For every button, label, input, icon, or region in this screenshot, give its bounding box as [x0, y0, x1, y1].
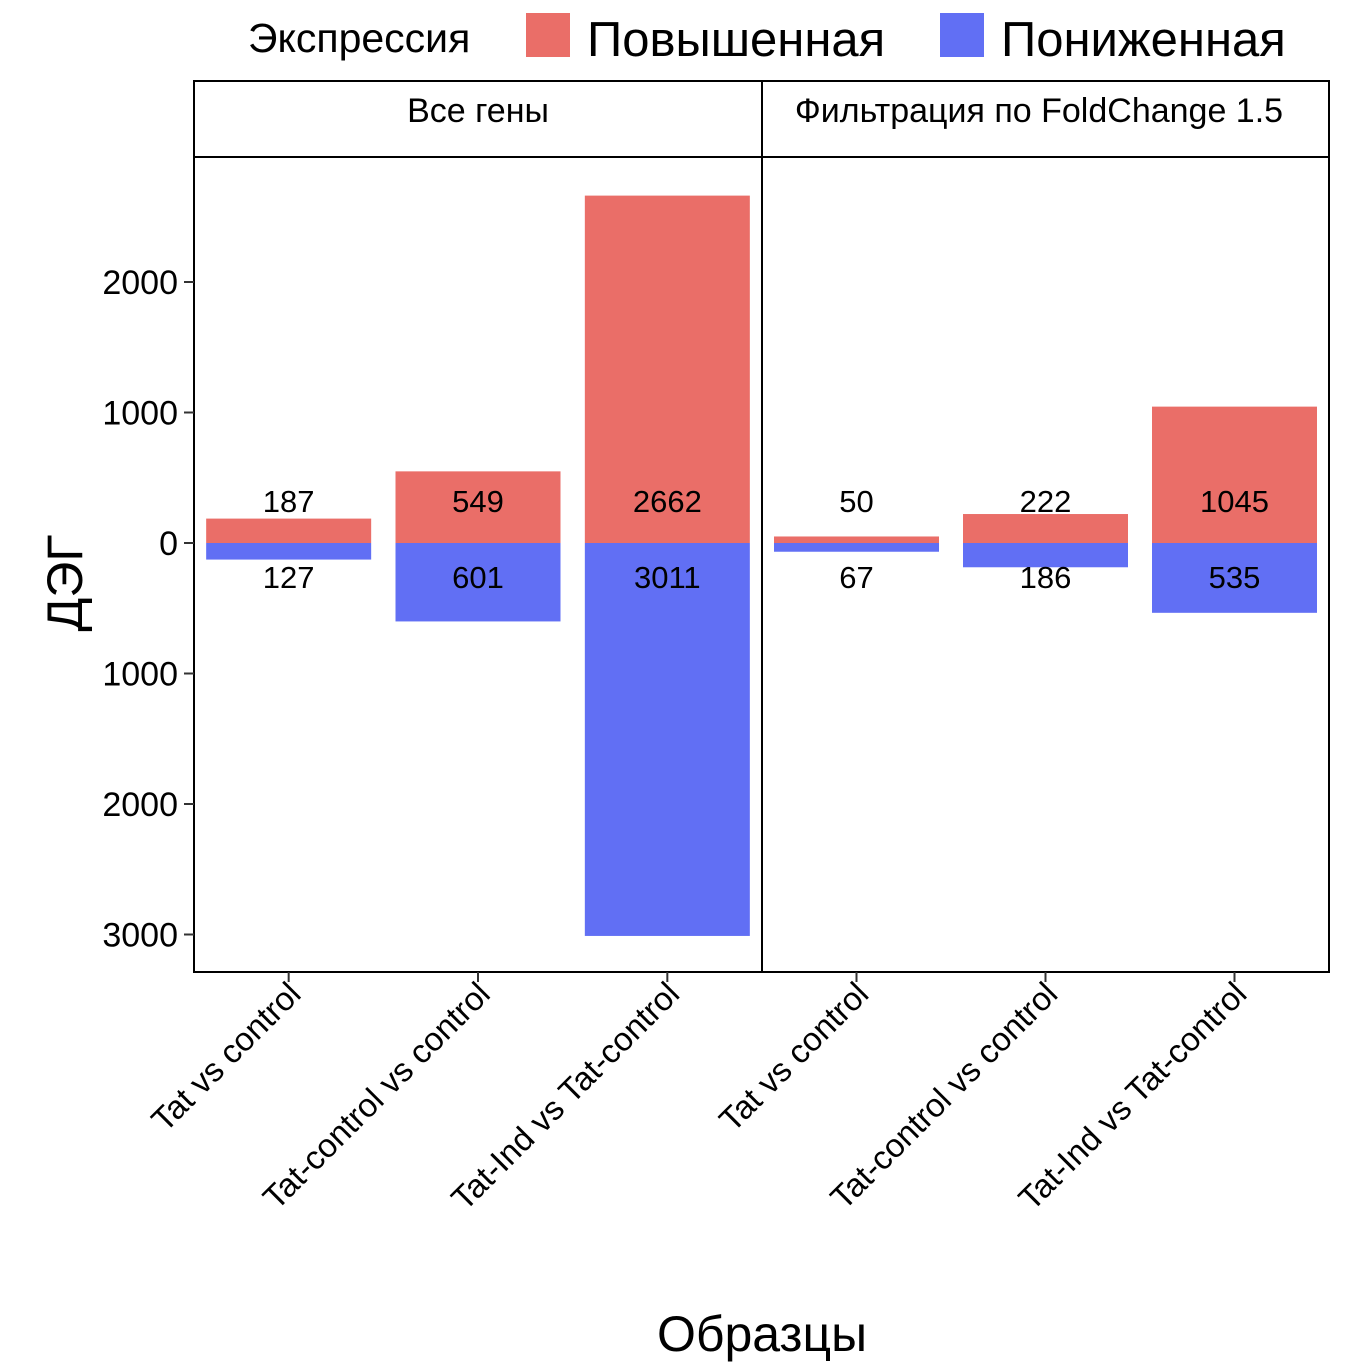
bar-down	[584, 543, 750, 936]
bar-down	[206, 543, 372, 560]
data-label-down: 535	[1209, 560, 1261, 595]
bars: 187 127 549 601 2662 3011 50 67 222 186 1045 535	[206, 195, 1317, 936]
data-label-up: 50	[839, 484, 873, 519]
legend-title: Экспрессия	[248, 15, 470, 61]
y-axis: 2000 1000 0 1000 2000 3000	[102, 264, 194, 955]
bar-down	[1152, 543, 1317, 613]
bar-down	[963, 543, 1128, 568]
x-tick-label: Tat vs control	[144, 975, 308, 1139]
legend-label-up: Повышенная	[587, 13, 885, 67]
y-tick-label: 2000	[102, 786, 178, 824]
x-axis-title: Образцы	[657, 1306, 867, 1362]
facet-title-all-genes: Все гены	[407, 92, 549, 130]
strip-left	[193, 80, 763, 158]
bar-up	[1152, 406, 1317, 543]
bar-up	[774, 536, 939, 543]
data-label-up: 1045	[1200, 484, 1269, 519]
data-label-down: 3011	[634, 560, 701, 595]
legend-key-down	[940, 13, 984, 57]
legend: Экспрессия Повышенная Пониженная	[248, 13, 1286, 67]
legend-label-down: Пониженная	[1001, 13, 1286, 67]
strip-right	[761, 80, 1330, 158]
y-tick-label: 2000	[102, 264, 178, 302]
y-tick-label: 0	[159, 525, 178, 563]
y-tick-label: 1000	[102, 656, 178, 694]
y-tick-label: 1000	[102, 395, 178, 433]
facet-strips: Все гены Фильтрация по FoldChange 1.5	[193, 80, 1330, 158]
bar-down	[395, 543, 561, 622]
bar-down	[774, 543, 939, 552]
data-label-down: 601	[452, 560, 504, 595]
bar-up	[395, 471, 561, 543]
data-label-up: 187	[263, 484, 315, 519]
data-label-down: 127	[263, 560, 315, 595]
data-label-up: 222	[1020, 484, 1072, 519]
y-tick-label: 3000	[102, 917, 178, 955]
x-tick-label: Tat vs control	[712, 975, 876, 1139]
facet-title-foldchange: Фильтрация по FoldChange 1.5	[795, 92, 1283, 130]
data-label-down: 67	[839, 560, 873, 595]
legend-key-up	[526, 13, 570, 57]
data-label-up: 549	[452, 484, 504, 519]
bar-up	[963, 514, 1128, 543]
bar-up	[584, 195, 750, 543]
bar-up	[206, 518, 372, 543]
y-axis-title: ДЭГ	[37, 535, 93, 632]
data-label-down: 186	[1020, 560, 1072, 595]
data-label-up: 2662	[633, 484, 702, 519]
